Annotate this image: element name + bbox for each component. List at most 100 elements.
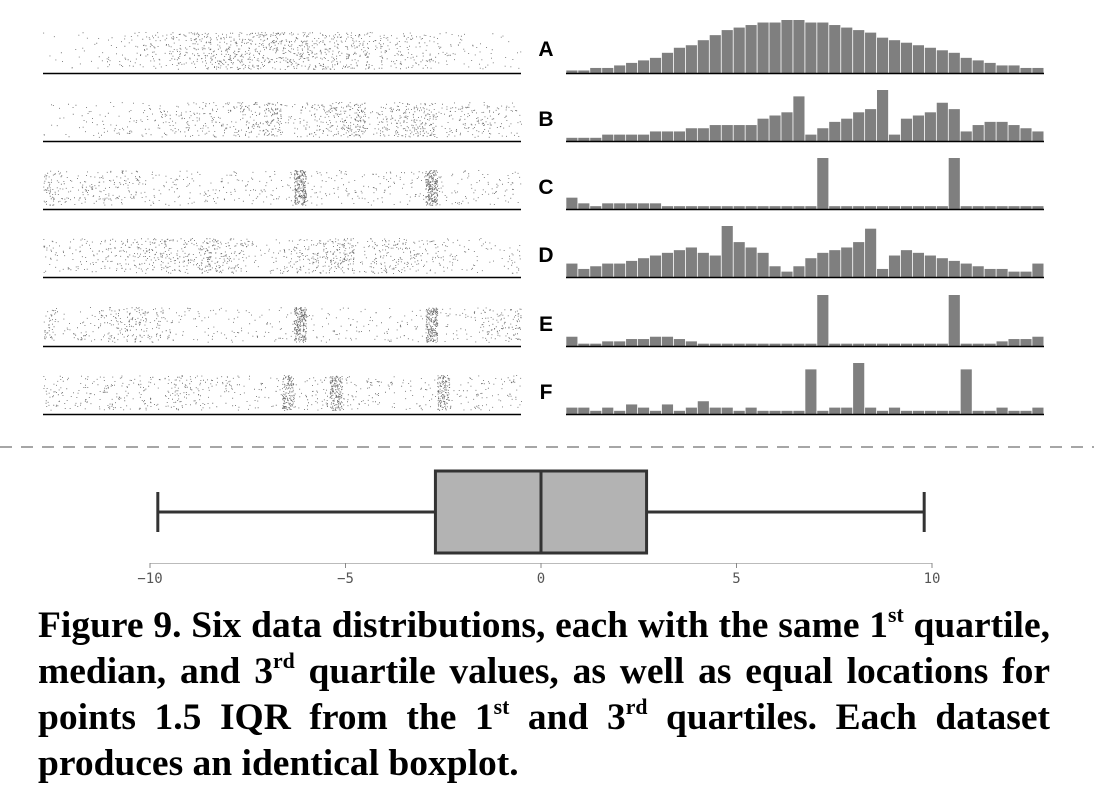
strip-points-D-0 — [43, 239, 56, 273]
hist-bar-A-36 — [996, 65, 1008, 73]
strip-points-F-2 — [67, 377, 80, 409]
strip-points-E-0 — [43, 309, 56, 341]
x-tick-label: −5 — [337, 571, 354, 587]
hist-bar-C-14 — [733, 206, 745, 209]
hist-bar-D-3 — [602, 263, 614, 277]
strip-points-B-9 — [150, 105, 163, 138]
hist-bar-C-27 — [888, 206, 901, 209]
row-labels: A B C D E F — [538, 38, 553, 404]
hist-bar-F-39 — [1032, 407, 1044, 414]
hist-bar-D-11 — [697, 252, 709, 277]
strip-points-F-39 — [509, 375, 522, 408]
strip-points-E-1 — [55, 308, 68, 335]
hist-bar-F-25 — [865, 407, 877, 414]
hist-bar-D-20 — [805, 258, 817, 277]
hist-bar-B-18 — [781, 112, 793, 141]
hist-bar-E-26 — [877, 343, 889, 346]
strip-points-E-24 — [332, 309, 342, 340]
hist-bar-C-3 — [602, 203, 614, 209]
hist-bar-C-19 — [793, 206, 805, 209]
strip-points-A-7 — [127, 32, 140, 67]
hist-bar-A-33 — [960, 57, 972, 73]
hist-bar-E-4 — [614, 341, 626, 346]
hist-bar-A-35 — [984, 62, 996, 73]
hist-bar-D-8 — [661, 252, 674, 277]
strip-points-C-35 — [461, 170, 473, 204]
hist-bar-E-29 — [912, 343, 924, 346]
hist-bar-F-33 — [960, 369, 972, 414]
strip-points-F-32 — [425, 379, 438, 408]
strip-points-A-39 — [510, 51, 522, 69]
hist-bar-E-13 — [721, 343, 733, 346]
strip-points-B-31 — [413, 103, 427, 137]
hist-bar-B-12 — [709, 125, 721, 141]
row-label-A: A — [538, 38, 553, 61]
hist-bar-B-3 — [602, 134, 614, 141]
hist-bar-F-35 — [984, 410, 996, 414]
hist-bar-A-5 — [626, 62, 638, 73]
hist-bar-D-10 — [685, 247, 697, 277]
hist-bar-C-10 — [685, 206, 697, 209]
hist-bar-B-14 — [733, 125, 745, 141]
hist-bar-A-31 — [936, 50, 948, 73]
hist-bar-D-31 — [936, 258, 948, 277]
hist-bar-C-11 — [697, 206, 709, 209]
hist-bar-A-0 — [566, 70, 578, 73]
strip-points-C-31 — [414, 171, 426, 200]
hist-bar-D-28 — [900, 250, 913, 277]
strip-points-A-1 — [55, 52, 63, 62]
strip-points-E-32 — [425, 307, 439, 343]
hist-bar-E-36 — [996, 341, 1008, 346]
hist-bar-C-16 — [757, 206, 769, 209]
strip-points-D-20 — [282, 240, 295, 274]
hist-bar-A-24 — [853, 30, 865, 73]
strip-points-C-34 — [451, 173, 462, 205]
strip-points-A-9 — [150, 32, 164, 69]
strip-points-A-18 — [258, 32, 271, 69]
hist-bar-C-25 — [865, 206, 877, 209]
strip-points-B-18 — [258, 102, 271, 136]
hist-bar-C-0 — [566, 197, 578, 209]
strip-points-B-6 — [114, 102, 125, 135]
strip-points-A-12 — [186, 32, 199, 68]
hist-bar-E-33 — [960, 343, 972, 346]
strip-points-C-11 — [174, 170, 188, 206]
strip-points-E-14 — [211, 307, 222, 340]
hist-bar-F-13 — [721, 407, 733, 414]
hist-bar-E-37 — [1008, 339, 1020, 346]
strip-points-D-19 — [270, 239, 282, 274]
strip-points-D-15 — [222, 238, 235, 274]
hist-bar-F-5 — [626, 404, 638, 414]
strip-points-B-13 — [198, 102, 212, 136]
strip-points-D-3 — [79, 238, 91, 270]
strip-points-B-17 — [246, 102, 259, 138]
hist-bar-A-7 — [649, 57, 662, 73]
hist-bar-D-25 — [865, 228, 877, 277]
hist-bar-C-32 — [948, 158, 960, 209]
strip-points-D-32 — [425, 240, 439, 274]
strip-points-F-13 — [198, 375, 212, 411]
strip-points-C-23 — [319, 172, 331, 205]
strip-points-F-34 — [449, 384, 462, 409]
hist-bar-B-9 — [673, 131, 685, 141]
hist-bar-F-28 — [900, 410, 913, 414]
hist-bar-A-18 — [781, 20, 793, 73]
hist-bar-E-21 — [817, 295, 829, 346]
hist-bar-C-37 — [1008, 206, 1020, 209]
hist-bar-F-18 — [781, 410, 793, 414]
hist-bar-B-35 — [984, 121, 996, 141]
strip-points-F-27 — [366, 378, 379, 406]
hist-bar-B-19 — [793, 96, 805, 141]
caption-figure-label: Figure 9. — [38, 605, 182, 646]
hist-bar-D-18 — [781, 271, 793, 277]
strip-points-B-5 — [103, 102, 115, 133]
hist-bar-F-27 — [888, 407, 901, 414]
strip-points-C-39 — [510, 171, 522, 203]
strip-points-B-19 — [270, 102, 283, 137]
strip-points-B-15 — [222, 102, 235, 137]
hist-bar-D-26 — [877, 268, 889, 277]
strip-points-B-24 — [329, 102, 343, 137]
strip-points-D-25 — [342, 238, 355, 274]
strip-points-A-25 — [342, 32, 355, 69]
hist-bar-B-24 — [853, 112, 865, 141]
